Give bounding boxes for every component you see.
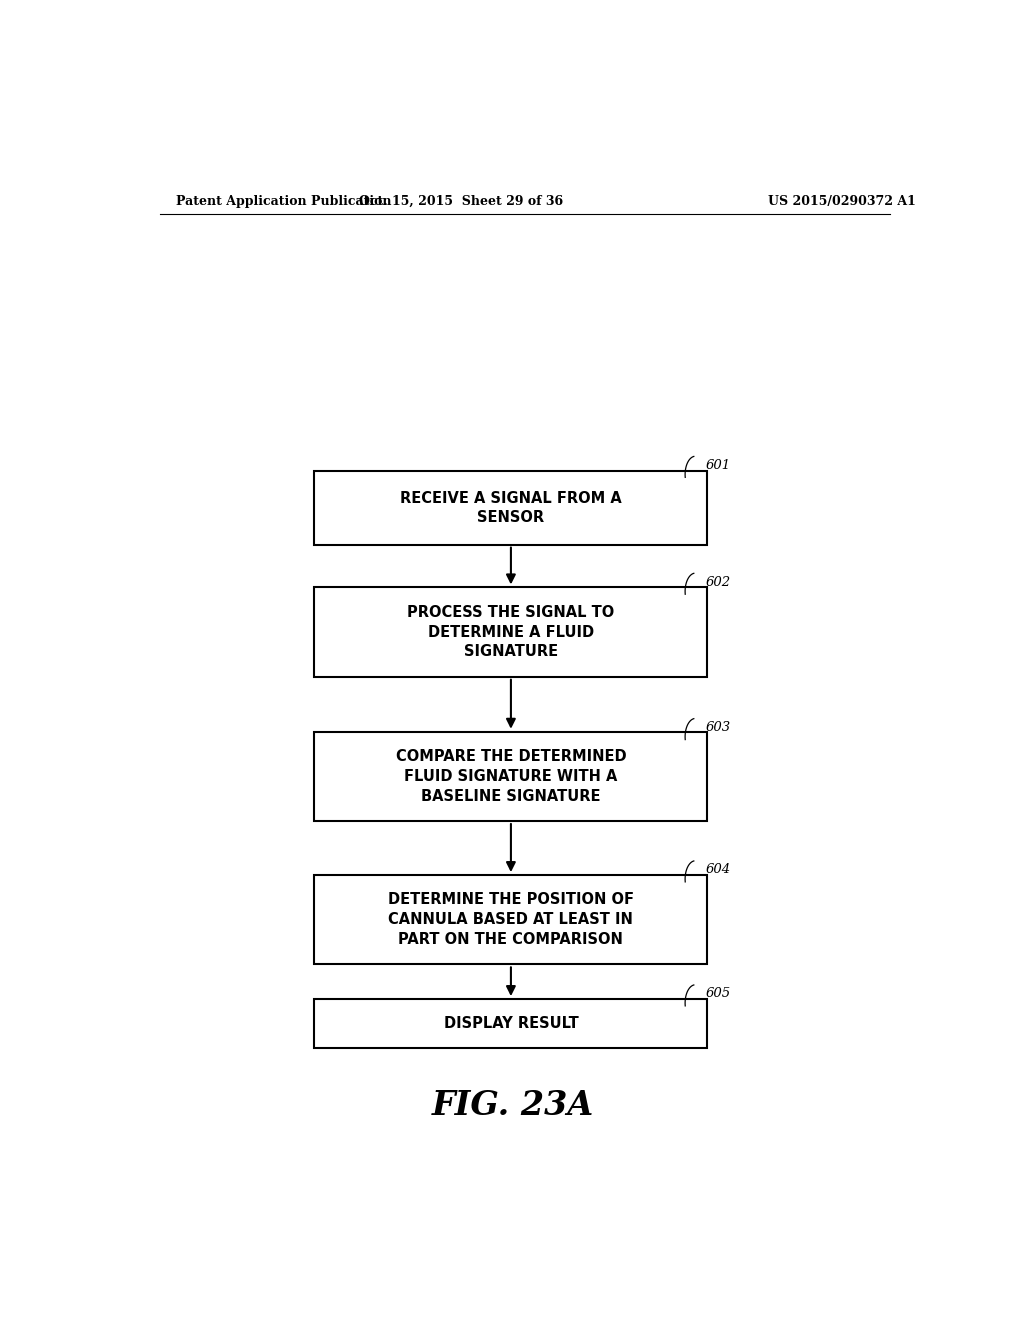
- Bar: [314, 587, 708, 677]
- Bar: [314, 999, 708, 1048]
- Text: FIG. 23A: FIG. 23A: [432, 1089, 594, 1122]
- Text: 605: 605: [706, 987, 731, 1001]
- Text: RECEIVE A SIGNAL FROM A
SENSOR: RECEIVE A SIGNAL FROM A SENSOR: [400, 491, 622, 525]
- Bar: [314, 731, 708, 821]
- Text: DETERMINE THE POSITION OF
CANNULA BASED AT LEAST IN
PART ON THE COMPARISON: DETERMINE THE POSITION OF CANNULA BASED …: [388, 892, 634, 946]
- Text: 602: 602: [706, 576, 731, 589]
- Text: COMPARE THE DETERMINED
FLUID SIGNATURE WITH A
BASELINE SIGNATURE: COMPARE THE DETERMINED FLUID SIGNATURE W…: [395, 748, 627, 804]
- Text: 603: 603: [706, 721, 731, 734]
- Text: PROCESS THE SIGNAL TO
DETERMINE A FLUID
SIGNATURE: PROCESS THE SIGNAL TO DETERMINE A FLUID …: [408, 605, 614, 660]
- Bar: [314, 471, 708, 545]
- Text: DISPLAY RESULT: DISPLAY RESULT: [443, 1016, 579, 1031]
- Text: 604: 604: [706, 863, 731, 876]
- Text: 601: 601: [706, 459, 731, 471]
- Text: Oct. 15, 2015  Sheet 29 of 36: Oct. 15, 2015 Sheet 29 of 36: [359, 194, 563, 207]
- Text: US 2015/0290372 A1: US 2015/0290372 A1: [768, 194, 916, 207]
- Text: Patent Application Publication: Patent Application Publication: [176, 194, 391, 207]
- Bar: [314, 875, 708, 965]
